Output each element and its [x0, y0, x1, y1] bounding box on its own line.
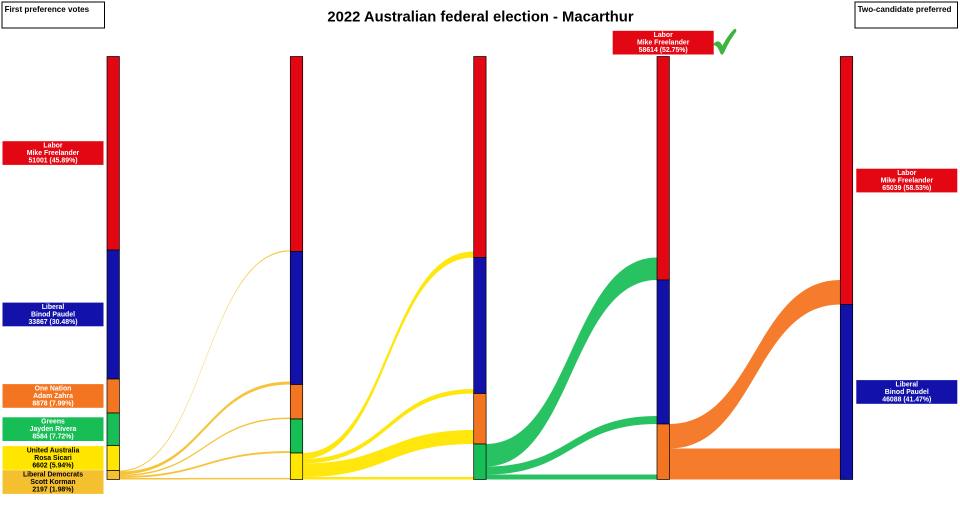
svg-text:2022 Australian federal electi: 2022 Australian federal election - Macar… — [327, 10, 633, 26]
svg-text:First preference votes: First preference votes — [5, 5, 90, 14]
svg-text:Two-candidate preferred: Two-candidate preferred — [858, 5, 952, 14]
